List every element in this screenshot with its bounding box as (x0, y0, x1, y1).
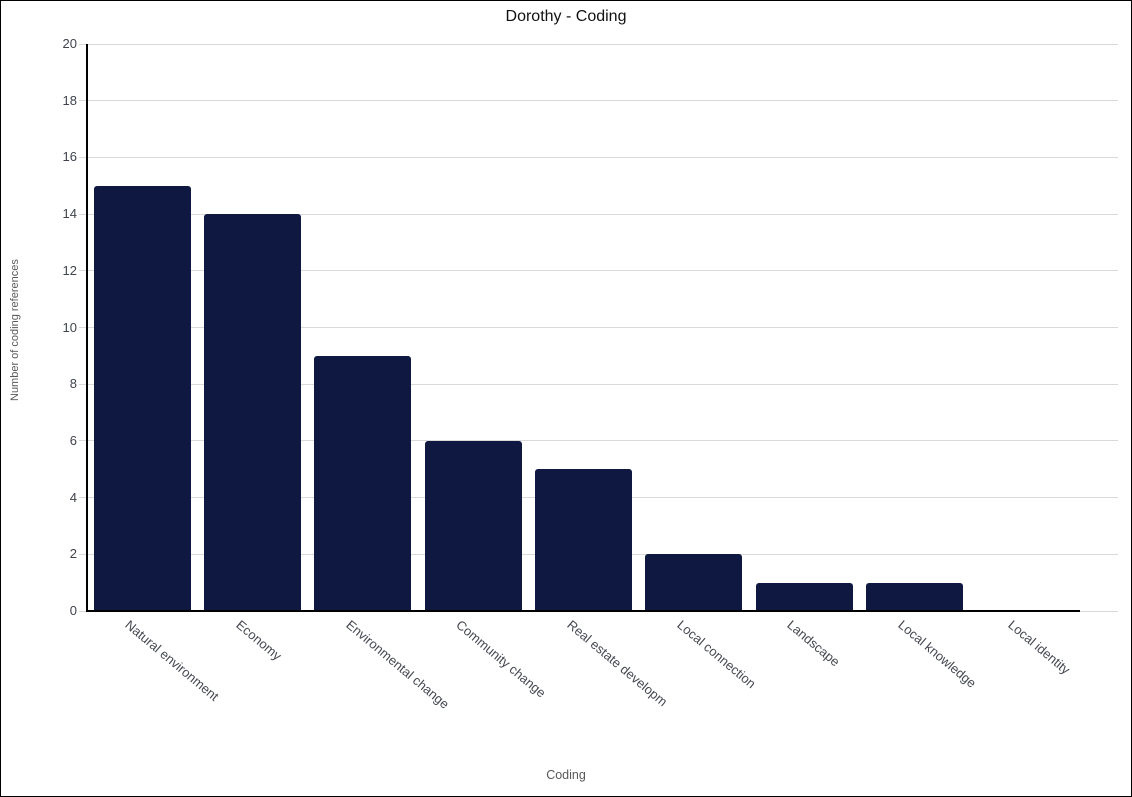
x-tick-label: Local connection (674, 617, 759, 692)
x-axis-line (85, 610, 1080, 612)
y-gridline (79, 43, 1118, 45)
x-tick-label: Local identity (1005, 617, 1073, 678)
y-tick-label: 8 (69, 376, 77, 392)
y-tick-label: 10 (62, 319, 77, 335)
bar (424, 440, 522, 611)
y-tick-label: 0 (69, 603, 77, 618)
y-tick-label: 18 (62, 92, 77, 108)
y-tick-label: 16 (62, 149, 77, 165)
bar (204, 214, 301, 611)
bar (866, 582, 963, 611)
y-gridline (79, 213, 1118, 215)
x-tick-label: Economy (232, 617, 285, 664)
bar (93, 185, 191, 611)
y-tick-label: 4 (69, 489, 77, 505)
y-gridline (79, 270, 1118, 272)
bar (645, 554, 743, 611)
y-tick-label: 14 (62, 206, 77, 222)
y-gridline (79, 327, 1118, 328)
x-tick-label: Landscape (784, 617, 843, 670)
x-tick-label: Environmental change (343, 617, 452, 712)
chart-title: Dorothy - Coding (505, 8, 627, 25)
y-gridline (79, 100, 1118, 102)
y-gridline (79, 383, 1118, 385)
y-tick-label: 12 (62, 262, 77, 278)
bar (314, 355, 412, 611)
x-tick-label: Real estate developm (563, 617, 670, 710)
y-gridline (79, 440, 1118, 442)
y-axis-line (85, 44, 88, 612)
bar (535, 469, 632, 611)
y-gridline (79, 156, 1118, 158)
x-tick-label: Community change (453, 617, 549, 701)
x-tick-label: Local knowledge (894, 617, 979, 691)
y-axis-title: Number of coding references (9, 259, 21, 401)
y-tick-label: 6 (69, 432, 77, 448)
y-tick-label: 2 (69, 546, 77, 562)
bar (755, 582, 853, 611)
x-axis-title: Coding (546, 768, 586, 782)
y-tick-label: 20 (62, 36, 77, 51)
x-tick-label: Natural environment (122, 617, 222, 704)
